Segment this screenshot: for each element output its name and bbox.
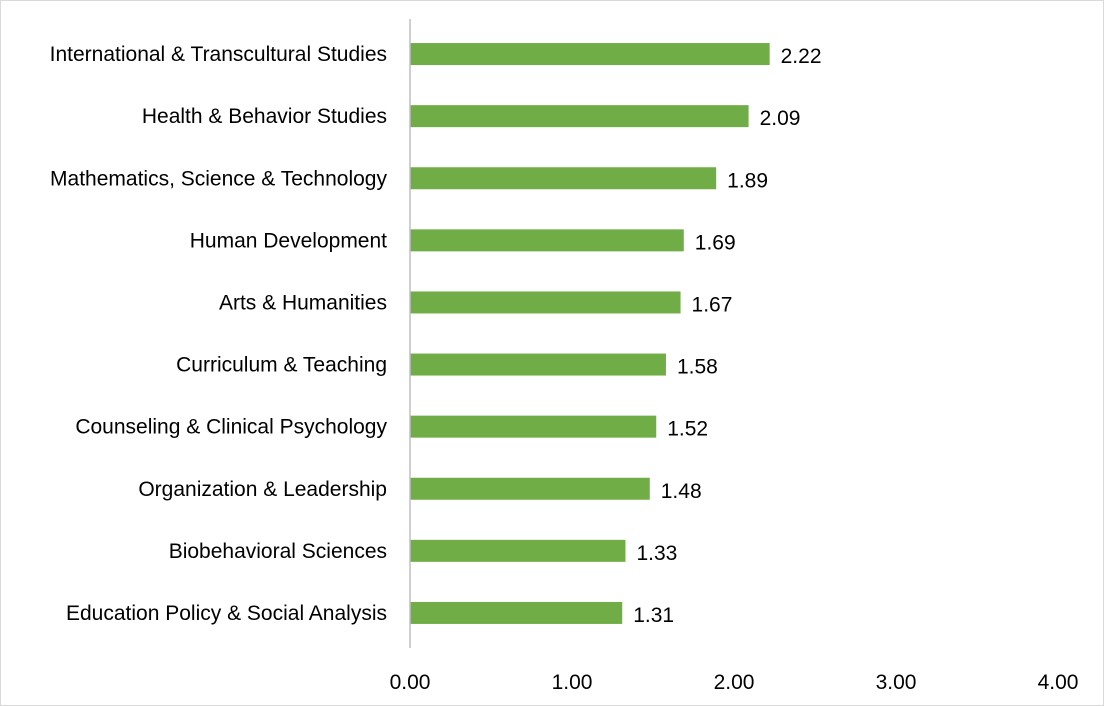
data-label: 1.89 — [727, 169, 768, 192]
bar — [410, 353, 666, 376]
category-label: Biobehavioral Sciences — [169, 540, 387, 563]
bar — [410, 477, 650, 500]
category-label: Curriculum & Teaching — [176, 354, 387, 377]
bar — [410, 601, 623, 624]
value-labels-layer: 2.22 2.09 1.89 1.69 1.67 1.58 1.52 1.48 1.33 1.31 — [633, 45, 821, 627]
bar — [410, 105, 749, 128]
bar — [410, 539, 626, 562]
category-labels-layer: International & Transcultural Studies Hea… — [50, 43, 388, 625]
data-label: 2.09 — [760, 107, 801, 130]
category-label: Counseling & Clinical Psychology — [75, 416, 387, 439]
category-label: International & Transcultural Studies — [50, 43, 387, 66]
bars-layer — [410, 43, 770, 624]
x-tick-label: 4.00 — [1038, 671, 1079, 694]
bar — [410, 291, 681, 314]
category-label: Organization & Leadership — [138, 478, 387, 501]
data-label: 1.33 — [636, 542, 677, 565]
data-label: 2.22 — [781, 45, 822, 68]
x-tick-label: 3.00 — [876, 671, 917, 694]
x-tick-label: 1.00 — [552, 671, 593, 694]
bar — [410, 229, 684, 252]
data-label: 1.48 — [661, 480, 702, 503]
bar — [410, 167, 717, 190]
data-label: 1.67 — [692, 293, 733, 316]
x-tick-label: 0.00 — [390, 671, 431, 694]
category-label: Education Policy & Social Analysis — [66, 602, 387, 625]
data-label: 1.31 — [633, 604, 674, 627]
bar — [410, 415, 657, 438]
x-tick-labels-layer: 0.00 1.00 2.00 3.00 4.00 — [390, 671, 1079, 694]
data-label: 1.52 — [667, 418, 708, 441]
category-label: Health & Behavior Studies — [142, 105, 387, 128]
category-label: Arts & Humanities — [219, 291, 387, 314]
category-label: Mathematics, Science & Technology — [50, 167, 387, 190]
category-label: Human Development — [190, 229, 387, 252]
data-label: 1.69 — [695, 231, 736, 254]
x-tick-label: 2.00 — [714, 671, 755, 694]
bar — [410, 43, 770, 66]
data-label: 1.58 — [677, 356, 718, 379]
